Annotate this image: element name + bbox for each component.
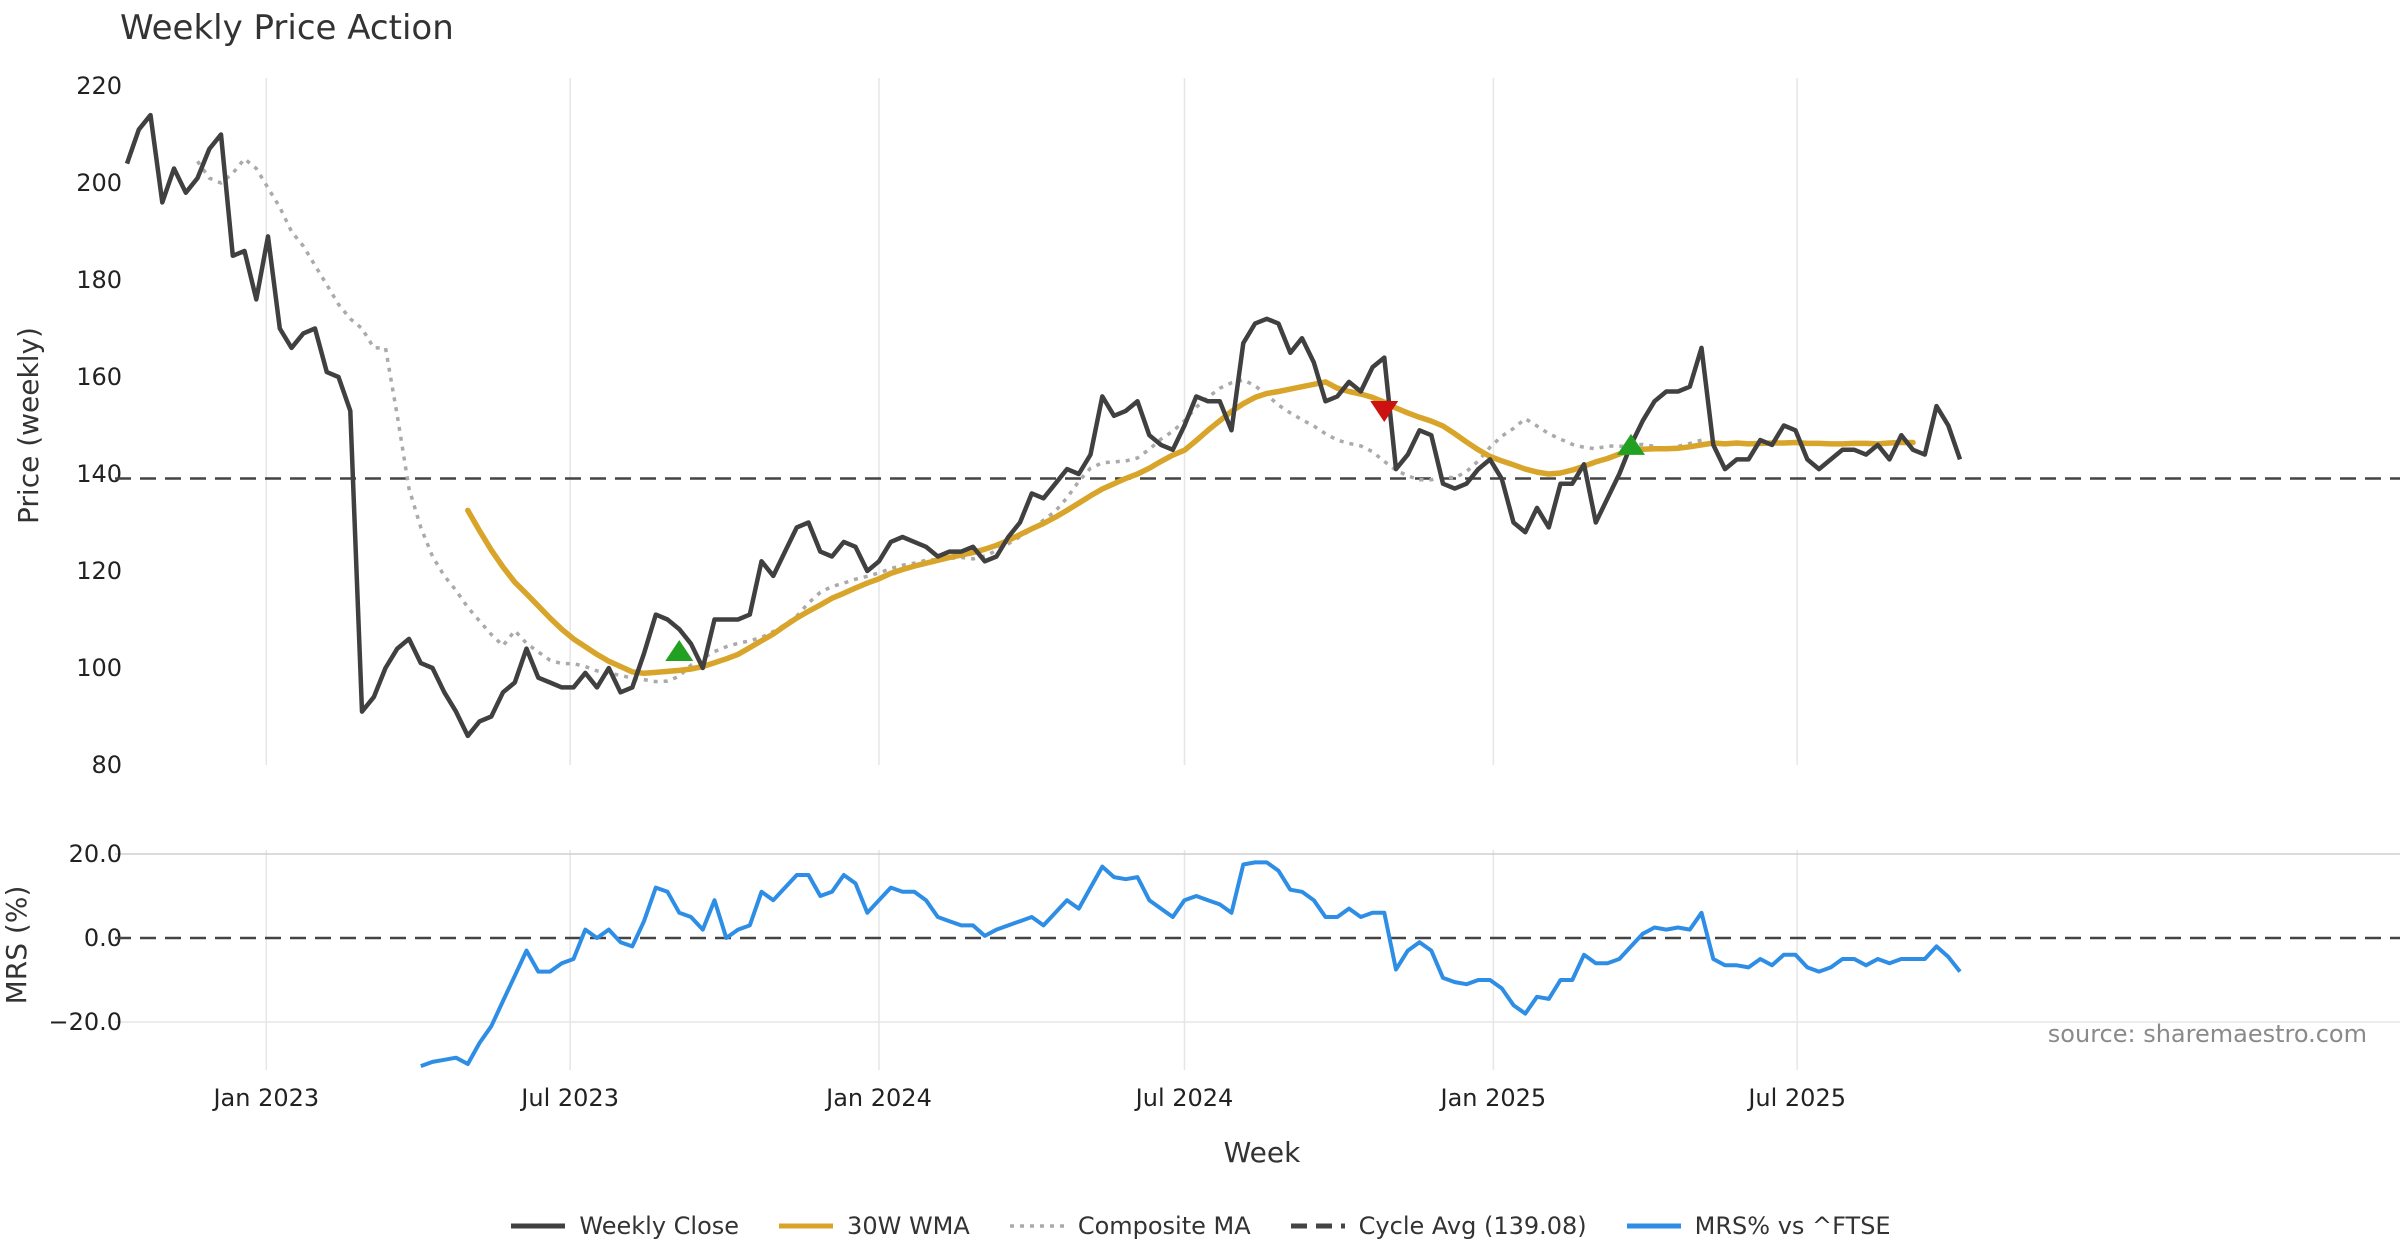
chart-title: Weekly Price Action — [120, 8, 454, 48]
legend-item: Cycle Avg (139.08) — [1289, 1212, 1587, 1240]
legend-label: 30W WMA — [847, 1212, 970, 1240]
x-tick-label: Jan 2025 — [1439, 1084, 1547, 1112]
x-tick-label: Jul 2023 — [519, 1084, 619, 1112]
legend-label: Weekly Close — [579, 1212, 740, 1240]
y-tick-label: 100 — [76, 654, 122, 682]
legend-swatch — [1009, 1224, 1064, 1228]
buy-signal-marker — [1617, 433, 1645, 455]
x-tick-label: Jan 2024 — [824, 1084, 932, 1112]
legend-label: Composite MA — [1077, 1212, 1251, 1240]
sell-signal-marker — [1370, 400, 1399, 422]
series-mrs — [420, 860, 1962, 1068]
y-tick-label: 140 — [76, 460, 122, 488]
legend-item: Weekly Close — [509, 1212, 739, 1240]
legend-label: Cycle Avg (139.08) — [1358, 1212, 1587, 1240]
x-tick-label: Jul 2024 — [1134, 1084, 1234, 1112]
source-note: source: sharemaestro.com — [2047, 1020, 2367, 1048]
y-tick-label: 220 — [76, 72, 122, 100]
legend-swatch — [779, 1223, 834, 1229]
legend-label: MRS% vs ^FTSE — [1694, 1212, 1891, 1240]
y-tick-label: 80 — [91, 751, 122, 779]
series-30w-wma — [465, 379, 1916, 677]
legend-item: MRS% vs ^FTSE — [1625, 1212, 1891, 1240]
legend-item: 30W WMA — [777, 1212, 970, 1240]
x-axis-label: Week — [1224, 1136, 1301, 1169]
legend-item: Composite MA — [1008, 1212, 1251, 1240]
x-tick-label: Jan 2023 — [211, 1084, 319, 1112]
series-weekly-close — [124, 112, 1963, 739]
y-tick-label: 200 — [76, 169, 122, 197]
y-axis-label: Price (weekly) — [12, 327, 45, 524]
mrs-y-tick-label: −20.0 — [48, 1008, 122, 1036]
legend-swatch — [1626, 1223, 1681, 1229]
legend-swatch — [1290, 1223, 1345, 1229]
legend: Weekly Close 30W WMA Composite MA Cycle Avg… — [0, 1212, 2400, 1240]
series-composite-ma — [196, 157, 1702, 684]
y-tick-label: 160 — [76, 363, 122, 391]
mrs-y-axis-label: MRS (%) — [0, 886, 33, 1005]
y-tick-label: 180 — [76, 266, 122, 294]
y-tick-label: 120 — [76, 557, 122, 585]
legend-swatch — [511, 1223, 566, 1229]
x-tick-label: Jul 2025 — [1746, 1084, 1846, 1112]
mrs-y-tick-label: 20.0 — [69, 840, 122, 868]
buy-signal-marker — [665, 640, 694, 662]
